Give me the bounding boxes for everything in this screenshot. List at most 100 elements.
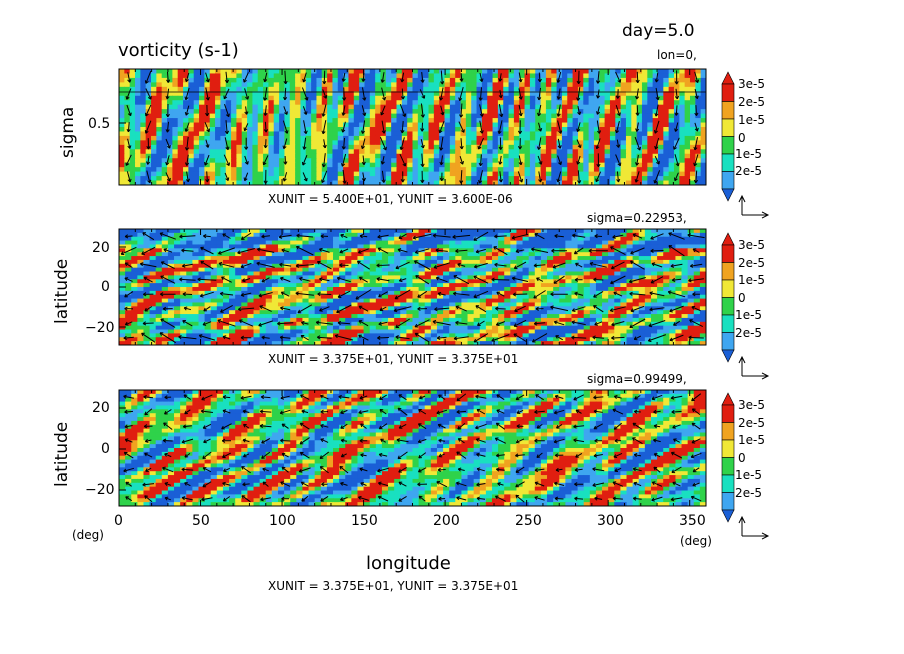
panel-middle-cell [241, 252, 248, 257]
panel-top-cell [172, 118, 179, 124]
wind-vector [166, 155, 170, 166]
panel-middle-ytick-0: 0 [101, 279, 110, 295]
panel-top-cell [519, 135, 526, 141]
panel-middle-cell [675, 244, 683, 249]
panel-top-cell [545, 73, 552, 79]
wind-vector-head [243, 177, 248, 182]
wind-vector [166, 121, 169, 133]
panel-top-cell [321, 100, 328, 106]
cbar1-label-1: 2e-5 [738, 95, 765, 109]
panel-top-cell [593, 127, 600, 133]
panel-top-cell [492, 95, 499, 101]
panel-top-cell [679, 144, 686, 150]
panel-top-cell [572, 82, 579, 88]
panel-top-cell [412, 149, 419, 155]
panel-top-cell [337, 95, 344, 101]
panel-middle-cell [498, 279, 505, 284]
panel-top-cell [529, 122, 536, 128]
panel-middle-cell [198, 252, 206, 257]
panel-top-cell [689, 118, 696, 124]
panel-middle-cell [137, 232, 145, 238]
panel-top-cell [620, 158, 627, 164]
panel-middle-cell [326, 244, 334, 249]
wind-vector-head [694, 127, 699, 132]
panel-top-cell [668, 158, 675, 164]
panel-top-cell [668, 109, 675, 115]
panel-top-cell [657, 113, 664, 119]
panel-middle-cell [449, 287, 456, 292]
panel-middle-cell [602, 236, 609, 242]
panel-top-cell [252, 122, 259, 128]
panel-middle-cell [229, 271, 236, 276]
panel-middle-cell [210, 283, 218, 288]
panel-top-cell [151, 73, 157, 79]
panel-middle-cell [449, 263, 456, 269]
panel-top-cell [252, 91, 259, 97]
panel-middle-cell [314, 256, 322, 261]
wind-vector-head [637, 146, 641, 151]
panel-top-cell [620, 100, 627, 106]
panel-top-cell [364, 95, 371, 101]
panel-middle-cell [161, 229, 169, 234]
panel-top-cell [343, 113, 350, 119]
panel-middle-cell [314, 279, 322, 284]
panel-middle-cell [547, 244, 554, 249]
wind-vector [244, 88, 249, 100]
panel-top-cell [652, 149, 659, 155]
panel-middle-cell [369, 275, 377, 280]
panel-top-cell [268, 167, 275, 173]
panel-middle-cell [284, 279, 291, 284]
panel-top-cell [199, 113, 205, 119]
panel-middle-cell [161, 290, 169, 296]
panel-top-cell [263, 135, 270, 141]
panel-top-cell [289, 95, 296, 101]
panel-middle-cell [412, 290, 420, 296]
panel-top-cell [471, 95, 478, 101]
panel-top-cell [657, 162, 664, 168]
panel-middle-cell [540, 252, 548, 257]
panel-top-cell [332, 131, 339, 137]
wind-vector [244, 155, 249, 165]
panel-top-cell [449, 77, 456, 83]
panel-middle-cell [522, 271, 530, 276]
panel-middle-cell [229, 294, 236, 300]
panel-top-cell [476, 113, 483, 119]
panel-top-cell [305, 109, 312, 115]
panel-middle-cell [388, 229, 395, 234]
panel-middle-cell [559, 271, 566, 276]
panel-top-cell [289, 171, 296, 177]
panel-top-cell [199, 73, 205, 79]
panel-top-cell [508, 153, 515, 159]
panel-top-cell [423, 153, 430, 159]
panel-top-cell [449, 171, 456, 177]
panel-middle-cell [161, 267, 169, 273]
panel-top-cell [572, 144, 579, 150]
panel-top-cell [689, 153, 696, 159]
panel-top-cell [647, 135, 654, 141]
cbar2-label-3: 0 [738, 291, 746, 305]
panel-middle-cell [553, 256, 560, 261]
panel-middle-cell [614, 256, 621, 261]
panel-top-cell [129, 180, 136, 185]
panel-top-cell [215, 113, 221, 119]
panel-top-cell [583, 171, 590, 177]
wind-vector-head [341, 78, 346, 82]
panel-top-cell [535, 104, 542, 110]
panel-top-cell [428, 144, 435, 150]
wind-vector-head [165, 113, 170, 118]
panel-top-cell [135, 140, 141, 146]
panel-top-cell [135, 91, 141, 97]
panel-top-cell [567, 176, 574, 182]
panel-middle-cell [229, 287, 236, 292]
panel-top-cell [487, 91, 494, 97]
panel-top-cell [508, 73, 515, 79]
wind-vector-head [341, 112, 346, 116]
wind-vector [145, 88, 152, 100]
panel-middle-cell [559, 267, 566, 273]
panel-top-cell [471, 73, 478, 79]
panel-top-cell [604, 153, 611, 159]
panel-middle-cell [229, 240, 236, 246]
panel-top-cell [247, 153, 254, 159]
panel-middle-cell [504, 267, 511, 273]
panel-top-cell [412, 176, 419, 182]
